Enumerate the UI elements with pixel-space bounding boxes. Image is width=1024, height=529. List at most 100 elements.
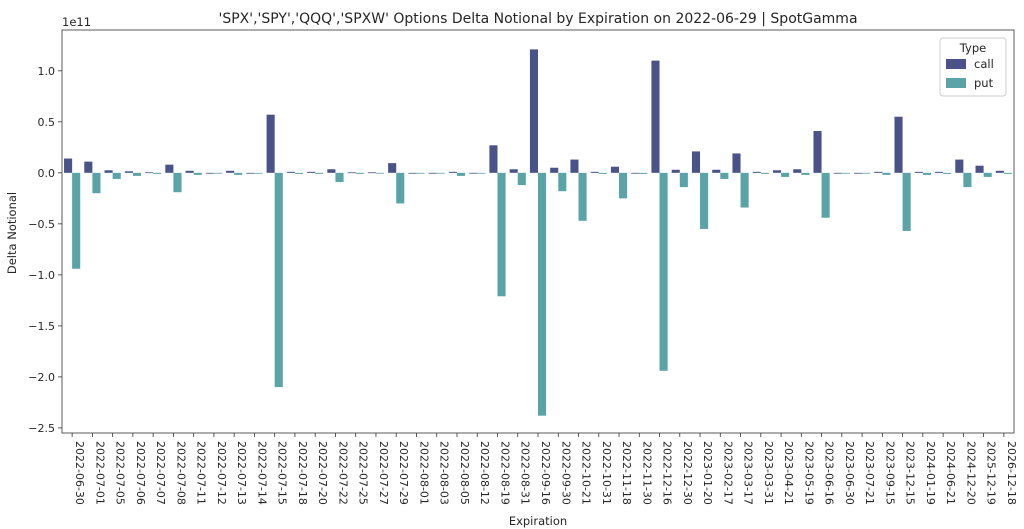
x-tick-label: 2022-07-08 — [174, 441, 187, 505]
bar-put-2022-07-15 — [274, 172, 283, 388]
x-tick-label: 2022-07-14 — [255, 441, 268, 505]
bar-put-2023-04-21 — [781, 172, 790, 177]
bar-call-2022-11-18 — [610, 166, 620, 173]
bar-put-2022-07-08 — [173, 172, 182, 193]
bar-put-2022-08-12 — [477, 172, 486, 174]
bar-put-2022-09-30 — [558, 172, 567, 192]
x-tick-label: 2022-08-05 — [458, 441, 471, 505]
bar-put-2026-12-18 — [1003, 172, 1012, 174]
bar-call-2022-07-01 — [84, 161, 93, 173]
bar-put-2022-08-19 — [497, 172, 506, 297]
bar-call-2022-08-31 — [509, 169, 518, 173]
x-tick-label: 2022-07-29 — [397, 441, 410, 505]
bar-call-2023-03-17 — [732, 153, 741, 173]
y-axis-label: Delta Notional — [5, 192, 19, 274]
bar-call-2022-07-25 — [347, 172, 356, 174]
bar-put-2022-12-16 — [659, 172, 668, 371]
x-tick-label: 2023-09-15 — [883, 441, 896, 505]
bar-call-2022-12-16 — [651, 60, 660, 173]
bar-put-2023-06-16 — [821, 172, 830, 218]
bar-put-2022-07-07 — [153, 172, 162, 174]
bar-call-2022-07-06 — [124, 171, 133, 173]
bar-put-2022-10-31 — [598, 172, 607, 174]
bar-put-2024-01-19 — [922, 172, 931, 175]
legend: Type call put — [939, 37, 1007, 97]
x-tick-label: 2022-07-13 — [235, 441, 248, 505]
bar-put-2022-07-27 — [375, 172, 385, 174]
bar-call-2023-12-15 — [894, 116, 903, 173]
x-tick-label: 2024-01-19 — [924, 441, 937, 505]
bar-call-2025-12-19 — [975, 165, 984, 173]
bars-group — [64, 49, 1012, 416]
x-tick-label: 2022-12-30 — [681, 441, 694, 505]
bar-call-2022-07-05 — [104, 170, 113, 173]
bar-call-2022-06-30 — [64, 158, 73, 173]
legend-title: Type — [959, 41, 986, 55]
bar-call-2022-07-12 — [205, 172, 214, 174]
bar-put-2023-09-15 — [882, 172, 891, 175]
y-tick-label: −0.5 — [28, 218, 55, 231]
x-tick-label: 2023-04-21 — [782, 441, 795, 505]
bar-put-2025-12-19 — [983, 172, 992, 177]
x-tick-label: 2022-07-11 — [195, 441, 208, 505]
bar-call-2022-09-30 — [550, 167, 559, 173]
x-tick-label: 2023-05-19 — [802, 441, 815, 505]
bar-put-2022-07-29 — [396, 172, 405, 204]
bar-put-2022-07-06 — [132, 172, 141, 176]
y-tick-label: −2.0 — [28, 371, 55, 384]
x-tick-label: 2022-08-03 — [438, 441, 451, 505]
x-tick-label: 2022-10-21 — [580, 441, 593, 505]
bar-call-2023-05-19 — [793, 169, 802, 173]
bar-call-2022-07-20 — [307, 171, 316, 173]
x-tick-label: 2022-12-16 — [661, 441, 674, 505]
bar-put-2022-07-14 — [254, 172, 263, 174]
bar-call-2022-08-03 — [428, 172, 437, 174]
x-tick-label: 2022-11-30 — [640, 441, 653, 505]
bar-call-2024-06-21 — [935, 171, 944, 173]
bar-put-2022-09-16 — [538, 172, 547, 416]
bar-call-2023-06-16 — [813, 131, 822, 173]
chart-title: 'SPX','SPY','QQQ','SPXW' Options Delta N… — [218, 11, 857, 27]
legend-label-put: put — [974, 76, 994, 90]
bar-put-2022-12-30 — [679, 172, 688, 188]
bar-call-2023-07-21 — [853, 172, 863, 174]
x-tick-label: 2025-12-19 — [985, 441, 998, 505]
x-tick-label: 2022-07-18 — [296, 441, 309, 505]
bar-put-2023-06-30 — [841, 172, 850, 174]
bar-call-2022-07-11 — [185, 170, 194, 173]
bar-put-2022-08-03 — [436, 172, 445, 174]
x-tick-label: 2022-07-01 — [93, 441, 106, 505]
bar-put-2022-07-12 — [213, 172, 223, 174]
bar-call-2022-07-22 — [327, 169, 336, 173]
bar-call-2024-12-20 — [955, 159, 964, 173]
bar-put-2022-11-30 — [639, 172, 648, 174]
y-tick-label: −2.5 — [28, 422, 55, 435]
bar-put-2023-03-17 — [740, 172, 749, 208]
x-tick-label: 2023-12-15 — [904, 441, 917, 505]
y-tick-label: 0.0 — [38, 167, 56, 180]
x-tick-label: 2022-07-27 — [377, 441, 390, 505]
x-tick-label: 2022-08-12 — [478, 441, 491, 505]
x-tick-label: 2022-08-19 — [498, 441, 511, 505]
bar-put-2022-07-25 — [355, 172, 364, 174]
x-axis-label: Expiration — [509, 514, 567, 528]
y-offset-label: 1e11 — [62, 15, 91, 29]
bar-call-2022-07-07 — [145, 172, 154, 174]
x-tick-label: 2022-07-12 — [215, 441, 228, 505]
x-tick-label: 2022-07-20 — [316, 441, 329, 505]
x-tick-label: 2022-07-22 — [336, 441, 349, 505]
bar-call-2023-04-21 — [772, 170, 782, 173]
bar-put-2023-03-31 — [760, 172, 769, 174]
x-tick-label: 2023-06-16 — [823, 441, 836, 505]
bar-call-2022-08-05 — [448, 171, 457, 173]
bar-put-2024-06-21 — [943, 172, 952, 174]
x-tick-label: 2022-11-18 — [620, 441, 633, 505]
bar-call-2022-07-29 — [388, 163, 397, 173]
bar-put-2023-05-19 — [801, 172, 810, 175]
bar-put-2023-07-21 — [862, 172, 871, 174]
x-tick-label: 2023-03-31 — [762, 441, 775, 505]
legend-label-call: call — [974, 57, 994, 71]
x-tick-label: 2022-07-07 — [154, 441, 167, 505]
bar-call-2022-12-30 — [671, 169, 680, 173]
